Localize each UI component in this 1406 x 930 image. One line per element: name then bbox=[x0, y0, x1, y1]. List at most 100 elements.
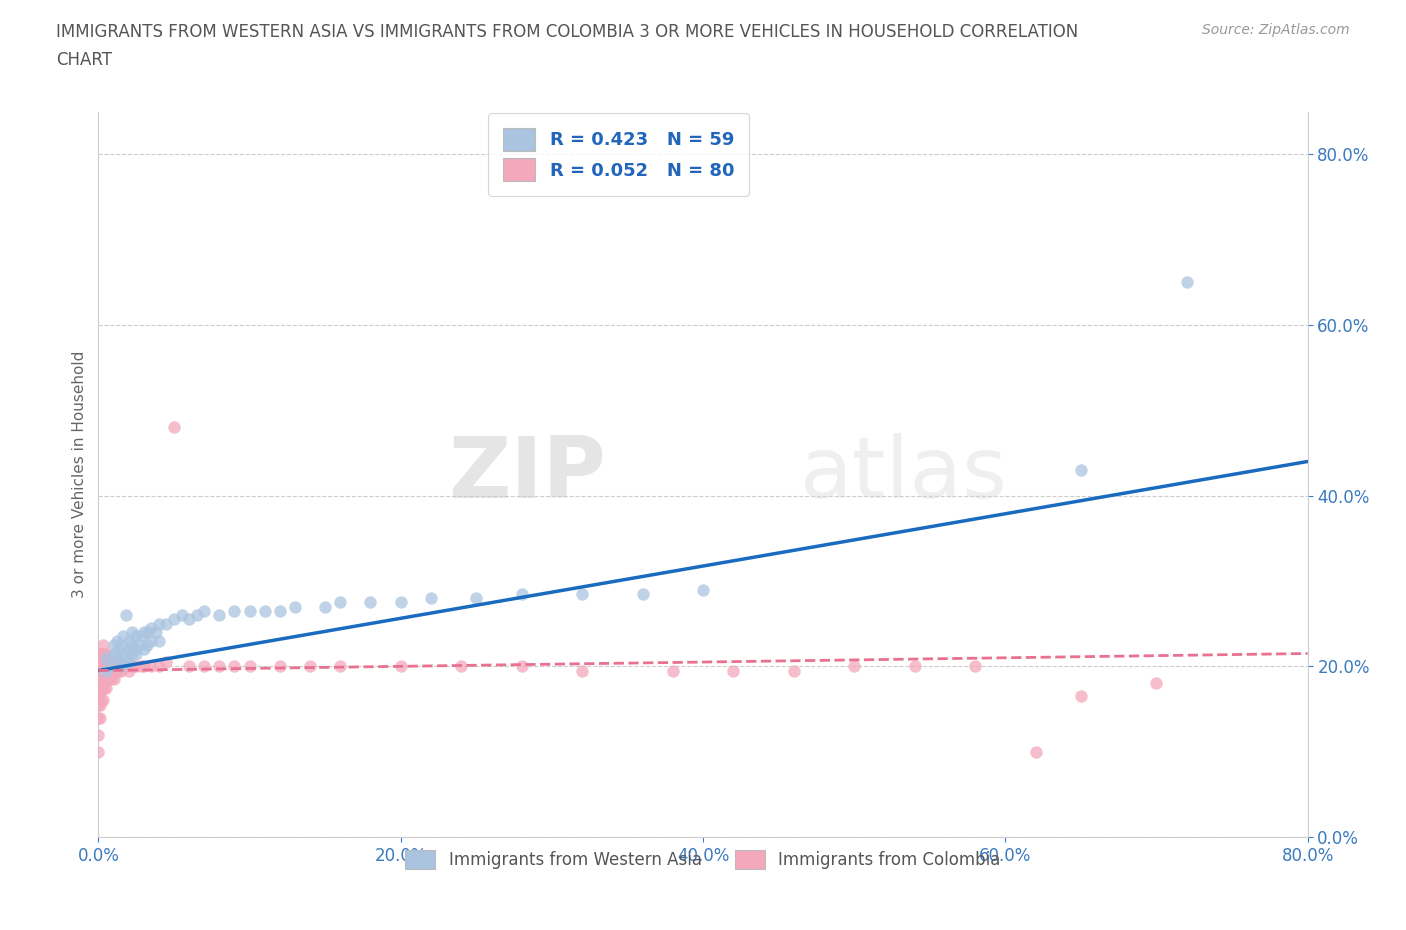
Point bbox=[100, 658, 122, 673]
Point bbox=[129, 658, 152, 673]
Point bbox=[329, 595, 352, 610]
Point bbox=[90, 646, 112, 661]
Point bbox=[91, 658, 114, 673]
Point bbox=[121, 638, 143, 653]
Point bbox=[510, 586, 533, 601]
Point bbox=[155, 617, 177, 631]
Point bbox=[87, 727, 110, 742]
Point bbox=[94, 650, 117, 665]
Point bbox=[94, 646, 117, 661]
Point bbox=[110, 658, 132, 673]
Point bbox=[89, 684, 111, 699]
Point bbox=[284, 599, 307, 614]
Point bbox=[110, 663, 132, 678]
Point bbox=[1024, 744, 1046, 759]
Point bbox=[124, 642, 146, 657]
Point bbox=[114, 646, 136, 661]
Point bbox=[105, 650, 128, 665]
Point bbox=[96, 658, 118, 673]
Point bbox=[465, 591, 488, 605]
Point bbox=[145, 625, 167, 640]
Point bbox=[128, 638, 150, 653]
Point bbox=[1070, 689, 1092, 704]
Legend: Immigrants from Western Asia, Immigrants from Colombia: Immigrants from Western Asia, Immigrants… bbox=[399, 844, 1007, 876]
Point bbox=[114, 658, 136, 673]
Point bbox=[314, 599, 336, 614]
Point bbox=[105, 650, 128, 665]
Point bbox=[631, 586, 654, 601]
Text: ZIP: ZIP bbox=[449, 432, 606, 516]
Point bbox=[904, 658, 927, 673]
Point bbox=[118, 655, 141, 670]
Point bbox=[93, 671, 115, 686]
Point bbox=[141, 620, 163, 635]
Point bbox=[111, 658, 134, 673]
Point bbox=[89, 646, 111, 661]
Point bbox=[87, 711, 110, 725]
Point bbox=[118, 642, 141, 657]
Point bbox=[299, 658, 322, 673]
Point bbox=[111, 629, 134, 644]
Point bbox=[1175, 275, 1198, 290]
Point bbox=[87, 680, 110, 695]
Point bbox=[125, 658, 148, 673]
Point bbox=[118, 633, 141, 648]
Point bbox=[87, 671, 110, 686]
Point bbox=[91, 693, 114, 708]
Point bbox=[90, 671, 112, 686]
Point bbox=[93, 646, 115, 661]
Point bbox=[253, 604, 276, 618]
Point bbox=[121, 625, 143, 640]
Point bbox=[170, 607, 193, 622]
Point bbox=[101, 668, 124, 683]
Point bbox=[141, 658, 163, 673]
Point bbox=[94, 680, 117, 695]
Point bbox=[105, 663, 128, 678]
Point bbox=[90, 693, 112, 708]
Point bbox=[360, 595, 382, 610]
Point bbox=[107, 663, 129, 678]
Point bbox=[125, 646, 148, 661]
Point bbox=[224, 658, 246, 673]
Point bbox=[179, 658, 201, 673]
Point bbox=[389, 658, 412, 673]
Point bbox=[239, 604, 262, 618]
Point bbox=[450, 658, 472, 673]
Point bbox=[87, 698, 110, 712]
Point bbox=[93, 680, 115, 695]
Point bbox=[107, 642, 129, 657]
Point bbox=[98, 658, 121, 673]
Point bbox=[132, 625, 155, 640]
Point bbox=[100, 671, 122, 686]
Point bbox=[132, 658, 155, 673]
Point bbox=[571, 663, 593, 678]
Point bbox=[135, 638, 157, 653]
Point bbox=[510, 658, 533, 673]
Text: Source: ZipAtlas.com: Source: ZipAtlas.com bbox=[1202, 23, 1350, 37]
Point bbox=[87, 658, 110, 673]
Point bbox=[91, 680, 114, 695]
Point bbox=[100, 650, 122, 665]
Point bbox=[1144, 676, 1167, 691]
Point bbox=[91, 671, 114, 686]
Point bbox=[87, 744, 110, 759]
Point bbox=[723, 663, 745, 678]
Point bbox=[125, 629, 148, 644]
Point bbox=[179, 612, 201, 627]
Point bbox=[193, 658, 215, 673]
Point bbox=[103, 638, 125, 653]
Point bbox=[103, 646, 125, 661]
Point bbox=[114, 655, 136, 670]
Point bbox=[98, 671, 121, 686]
Point bbox=[692, 582, 714, 597]
Point bbox=[105, 633, 128, 648]
Point bbox=[96, 671, 118, 686]
Text: atlas: atlas bbox=[800, 432, 1008, 516]
Point bbox=[389, 595, 412, 610]
Point bbox=[89, 658, 111, 673]
Point bbox=[89, 711, 111, 725]
Point bbox=[239, 658, 262, 673]
Point bbox=[100, 658, 122, 673]
Point bbox=[329, 658, 352, 673]
Point bbox=[269, 604, 291, 618]
